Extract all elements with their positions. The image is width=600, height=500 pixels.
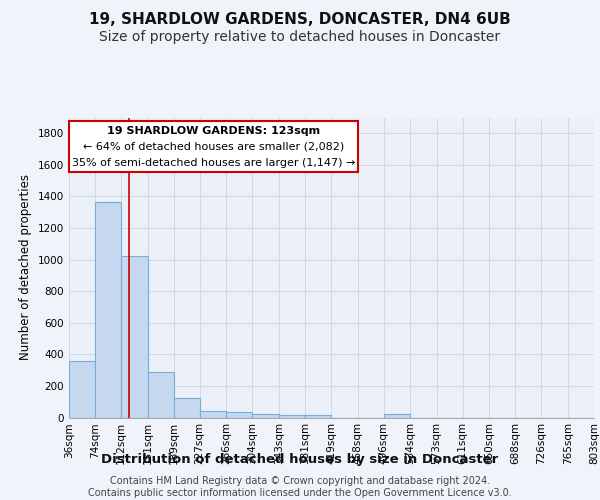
Text: Size of property relative to detached houses in Doncaster: Size of property relative to detached ho… (100, 30, 500, 44)
Bar (69, 362, 95, 418)
Y-axis label: Number of detached properties: Number of detached properties (19, 174, 32, 360)
Text: 19 SHARDLOW GARDENS: 123sqm: 19 SHARDLOW GARDENS: 123sqm (107, 126, 320, 136)
Bar (226, 412, 253, 418)
Text: Distribution of detached houses by size in Doncaster: Distribution of detached houses by size … (101, 452, 499, 466)
Bar (279, 414, 305, 418)
Bar (253, 414, 279, 418)
Bar (305, 416, 331, 418)
Text: Contains HM Land Registry data © Crown copyright and database right 2024.: Contains HM Land Registry data © Crown c… (110, 476, 490, 486)
Text: 19, SHARDLOW GARDENS, DONCASTER, DN4 6UB: 19, SHARDLOW GARDENS, DONCASTER, DN4 6UB (89, 12, 511, 28)
Bar (174, 398, 200, 417)
Bar (384, 414, 410, 418)
Bar (200, 411, 226, 418)
Bar (148, 372, 174, 418)
Bar (69, 122, 358, 172)
Bar (95, 202, 121, 418)
Bar (121, 256, 148, 418)
Text: ← 64% of detached houses are smaller (2,082): ← 64% of detached houses are smaller (2,… (83, 142, 344, 152)
Text: Contains public sector information licensed under the Open Government Licence v3: Contains public sector information licen… (88, 488, 512, 498)
Text: 35% of semi-detached houses are larger (1,147) →: 35% of semi-detached houses are larger (… (72, 158, 355, 168)
